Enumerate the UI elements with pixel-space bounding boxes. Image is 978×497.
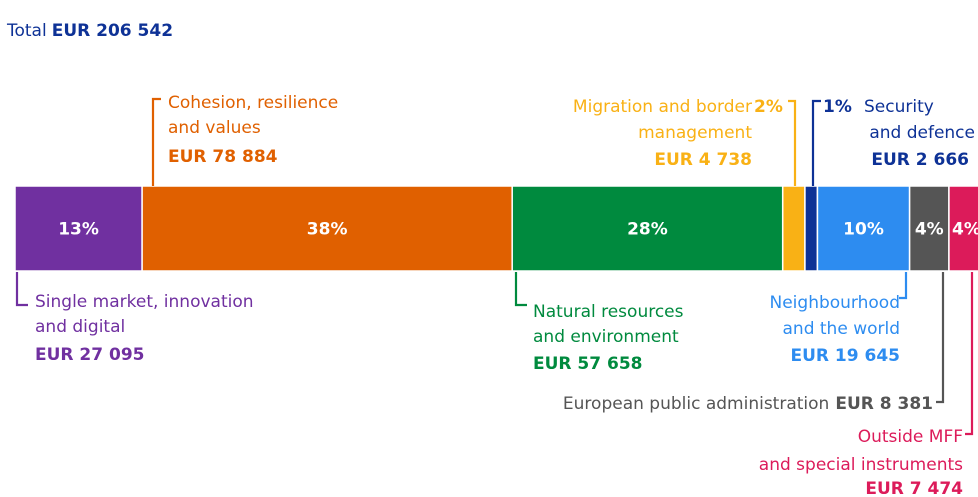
category-label: Outside MFF xyxy=(858,427,963,447)
percent-label: 4% xyxy=(952,220,978,240)
category-text: and environment xyxy=(533,327,679,347)
percent-label: 38% xyxy=(307,220,348,240)
value-label: EUR 78 884 xyxy=(168,147,278,167)
category-text: European public administration xyxy=(563,394,829,414)
category-text: Security xyxy=(864,97,934,117)
leader-line xyxy=(15,272,28,307)
leader-line xyxy=(899,272,908,300)
bar-segment xyxy=(781,185,806,272)
percent-label: 4% xyxy=(915,220,944,240)
bar-segment xyxy=(14,185,143,272)
leader-line xyxy=(514,272,527,307)
category-text: Natural resources xyxy=(533,302,684,322)
bar-segment xyxy=(511,185,784,272)
category-text: and special instruments xyxy=(759,455,963,475)
chart-title: Total EUR 206 542 xyxy=(6,21,173,41)
value-label: EUR 8 381 xyxy=(835,394,933,414)
category-label: European public administration EUR 8 381 xyxy=(563,394,933,414)
leader-line xyxy=(151,97,161,186)
category-label: and the world xyxy=(783,319,901,339)
category-text: and digital xyxy=(35,317,125,337)
category-label: and special instruments xyxy=(759,455,963,475)
category-text: and the world xyxy=(783,319,901,339)
bar-segment xyxy=(908,185,950,272)
bar-segment xyxy=(141,185,513,272)
percent-label: 10% xyxy=(843,220,884,240)
value-label: EUR 2 666 xyxy=(871,150,969,170)
percent-label: 1% xyxy=(823,97,852,117)
category-text: management xyxy=(638,123,752,143)
category-text: Outside MFF xyxy=(858,427,963,447)
percent-label: 2% xyxy=(754,97,783,117)
category-text: Single market, innovation xyxy=(35,292,254,312)
value-label: EUR 4 738 xyxy=(654,150,752,170)
percent-label: 28% xyxy=(627,220,668,240)
category-label: Security xyxy=(864,97,934,117)
category-text: and defence xyxy=(869,123,975,143)
percent-label: 13% xyxy=(58,220,99,240)
category-label: Single market, innovation xyxy=(35,292,254,312)
value-label: EUR 19 645 xyxy=(791,346,901,366)
category-text: Cohesion, resilience xyxy=(168,93,338,113)
category-label: and defence xyxy=(869,123,975,143)
category-label: Natural resources xyxy=(533,302,684,322)
category-label: and values xyxy=(168,118,261,138)
category-label: Cohesion, resilience xyxy=(168,93,338,113)
value-label: EUR 57 658 xyxy=(533,354,643,374)
category-text: Neighbourhood xyxy=(770,293,901,313)
category-label: Migration and border xyxy=(573,97,752,117)
total-label: EUR 206 542 xyxy=(52,21,173,41)
value-label: EUR 27 095 xyxy=(35,345,145,365)
category-label: and environment xyxy=(533,327,679,347)
leader-line xyxy=(788,99,797,186)
bar-segment xyxy=(948,185,978,272)
category-label: management xyxy=(638,123,752,143)
leader-line xyxy=(936,272,945,404)
category-text: and values xyxy=(168,118,261,138)
category-label: Neighbourhood xyxy=(770,293,901,313)
title-text: Total xyxy=(6,21,47,41)
value-label: EUR 7 474 xyxy=(865,479,963,497)
leader-line xyxy=(811,99,821,186)
category-label: and digital xyxy=(35,317,125,337)
bar-segment xyxy=(804,185,819,272)
leader-line xyxy=(965,272,974,436)
category-text: Migration and border xyxy=(573,97,752,117)
